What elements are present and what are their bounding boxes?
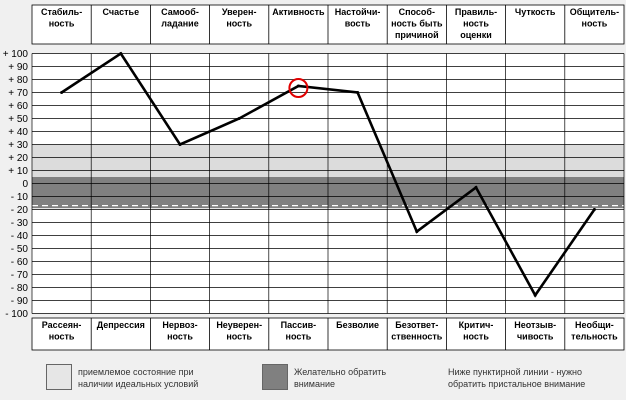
y-tick-label: - 100 bbox=[5, 309, 28, 320]
bottom-header-label: Необщи-тельность bbox=[571, 320, 618, 342]
bottom-header-label: Критич-ность bbox=[459, 320, 494, 342]
legend-swatch-acceptable bbox=[46, 364, 72, 390]
series-line bbox=[60, 51, 596, 298]
legend: приемлемое состояние при наличии идеальн… bbox=[0, 364, 626, 394]
bottom-header-label: Пассив-ность bbox=[281, 320, 317, 342]
y-tick-label: - 90 bbox=[11, 296, 29, 307]
y-tick-label: + 70 bbox=[8, 88, 28, 99]
y-tick-label: - 70 bbox=[11, 270, 29, 281]
top-header-label: Настойчи-вость bbox=[335, 7, 381, 29]
y-tick-label: + 30 bbox=[8, 140, 28, 151]
top-header-label: Чуткость bbox=[515, 7, 556, 17]
y-tick-label: + 80 bbox=[8, 75, 28, 86]
y-tick-label: + 10 bbox=[8, 166, 28, 177]
top-header-label: Активность bbox=[272, 7, 325, 17]
bottom-header-label: Безответ-ственность bbox=[391, 320, 442, 342]
top-header-label: Общитель-ность bbox=[570, 7, 619, 29]
top-header-label: Стабиль-ность bbox=[41, 7, 82, 29]
data-point bbox=[592, 208, 596, 211]
y-tick-label: 0 bbox=[22, 179, 28, 190]
top-header-label: Способ-ность быть причиной bbox=[391, 7, 443, 40]
data-point bbox=[178, 143, 182, 146]
legend-text-acceptable: приемлемое состояние при наличии идеальн… bbox=[78, 367, 199, 389]
top-header-label: Самооб-ладание bbox=[161, 7, 199, 29]
data-point bbox=[533, 293, 537, 297]
y-tick-label: - 80 bbox=[11, 283, 29, 294]
y-tick-label: - 40 bbox=[11, 231, 29, 242]
y-tick-label: - 60 bbox=[11, 257, 29, 268]
y-tick-label: - 30 bbox=[11, 218, 29, 229]
data-point bbox=[356, 91, 360, 94]
y-tick-label: + 40 bbox=[8, 127, 28, 138]
data-point bbox=[415, 230, 419, 234]
legend-text-attention: Желательно обратить внимание bbox=[294, 367, 387, 389]
y-tick-label: - 10 bbox=[11, 192, 29, 203]
y-tick-label: + 100 bbox=[3, 49, 29, 60]
y-tick-label: - 20 bbox=[11, 205, 29, 216]
data-point bbox=[296, 84, 300, 88]
legend-swatch-attention bbox=[262, 364, 288, 390]
data-point bbox=[60, 91, 64, 94]
bottom-header-label: Неотзыв-чивость bbox=[514, 320, 556, 342]
y-tick-label: + 50 bbox=[8, 114, 28, 125]
legend-text-dashed-line: Ниже пунктирной линии - нужно обратить п… bbox=[448, 367, 586, 389]
top-header-label: Правиль-ность оценки bbox=[455, 7, 497, 40]
highlight-marker bbox=[288, 78, 309, 98]
y-tick-label: + 60 bbox=[8, 101, 28, 112]
bottom-header-label: Рассеян-ность bbox=[42, 320, 82, 342]
data-point bbox=[474, 185, 478, 189]
top-header-label: Уверен-ность bbox=[222, 7, 257, 29]
y-tick-label: + 90 bbox=[8, 62, 28, 73]
data-point bbox=[119, 52, 123, 55]
bottom-header-label: Депрессия bbox=[97, 320, 145, 330]
y-tick-label: - 50 bbox=[11, 244, 29, 255]
data-point bbox=[237, 117, 241, 120]
bottom-header-label: Нервоз-ность bbox=[162, 320, 197, 342]
bottom-header-label: Безволие bbox=[336, 320, 379, 330]
top-header-label: Счастье bbox=[103, 7, 140, 17]
y-tick-label: + 20 bbox=[8, 153, 28, 164]
bottom-header-label: Неуверен-ность bbox=[216, 320, 262, 342]
